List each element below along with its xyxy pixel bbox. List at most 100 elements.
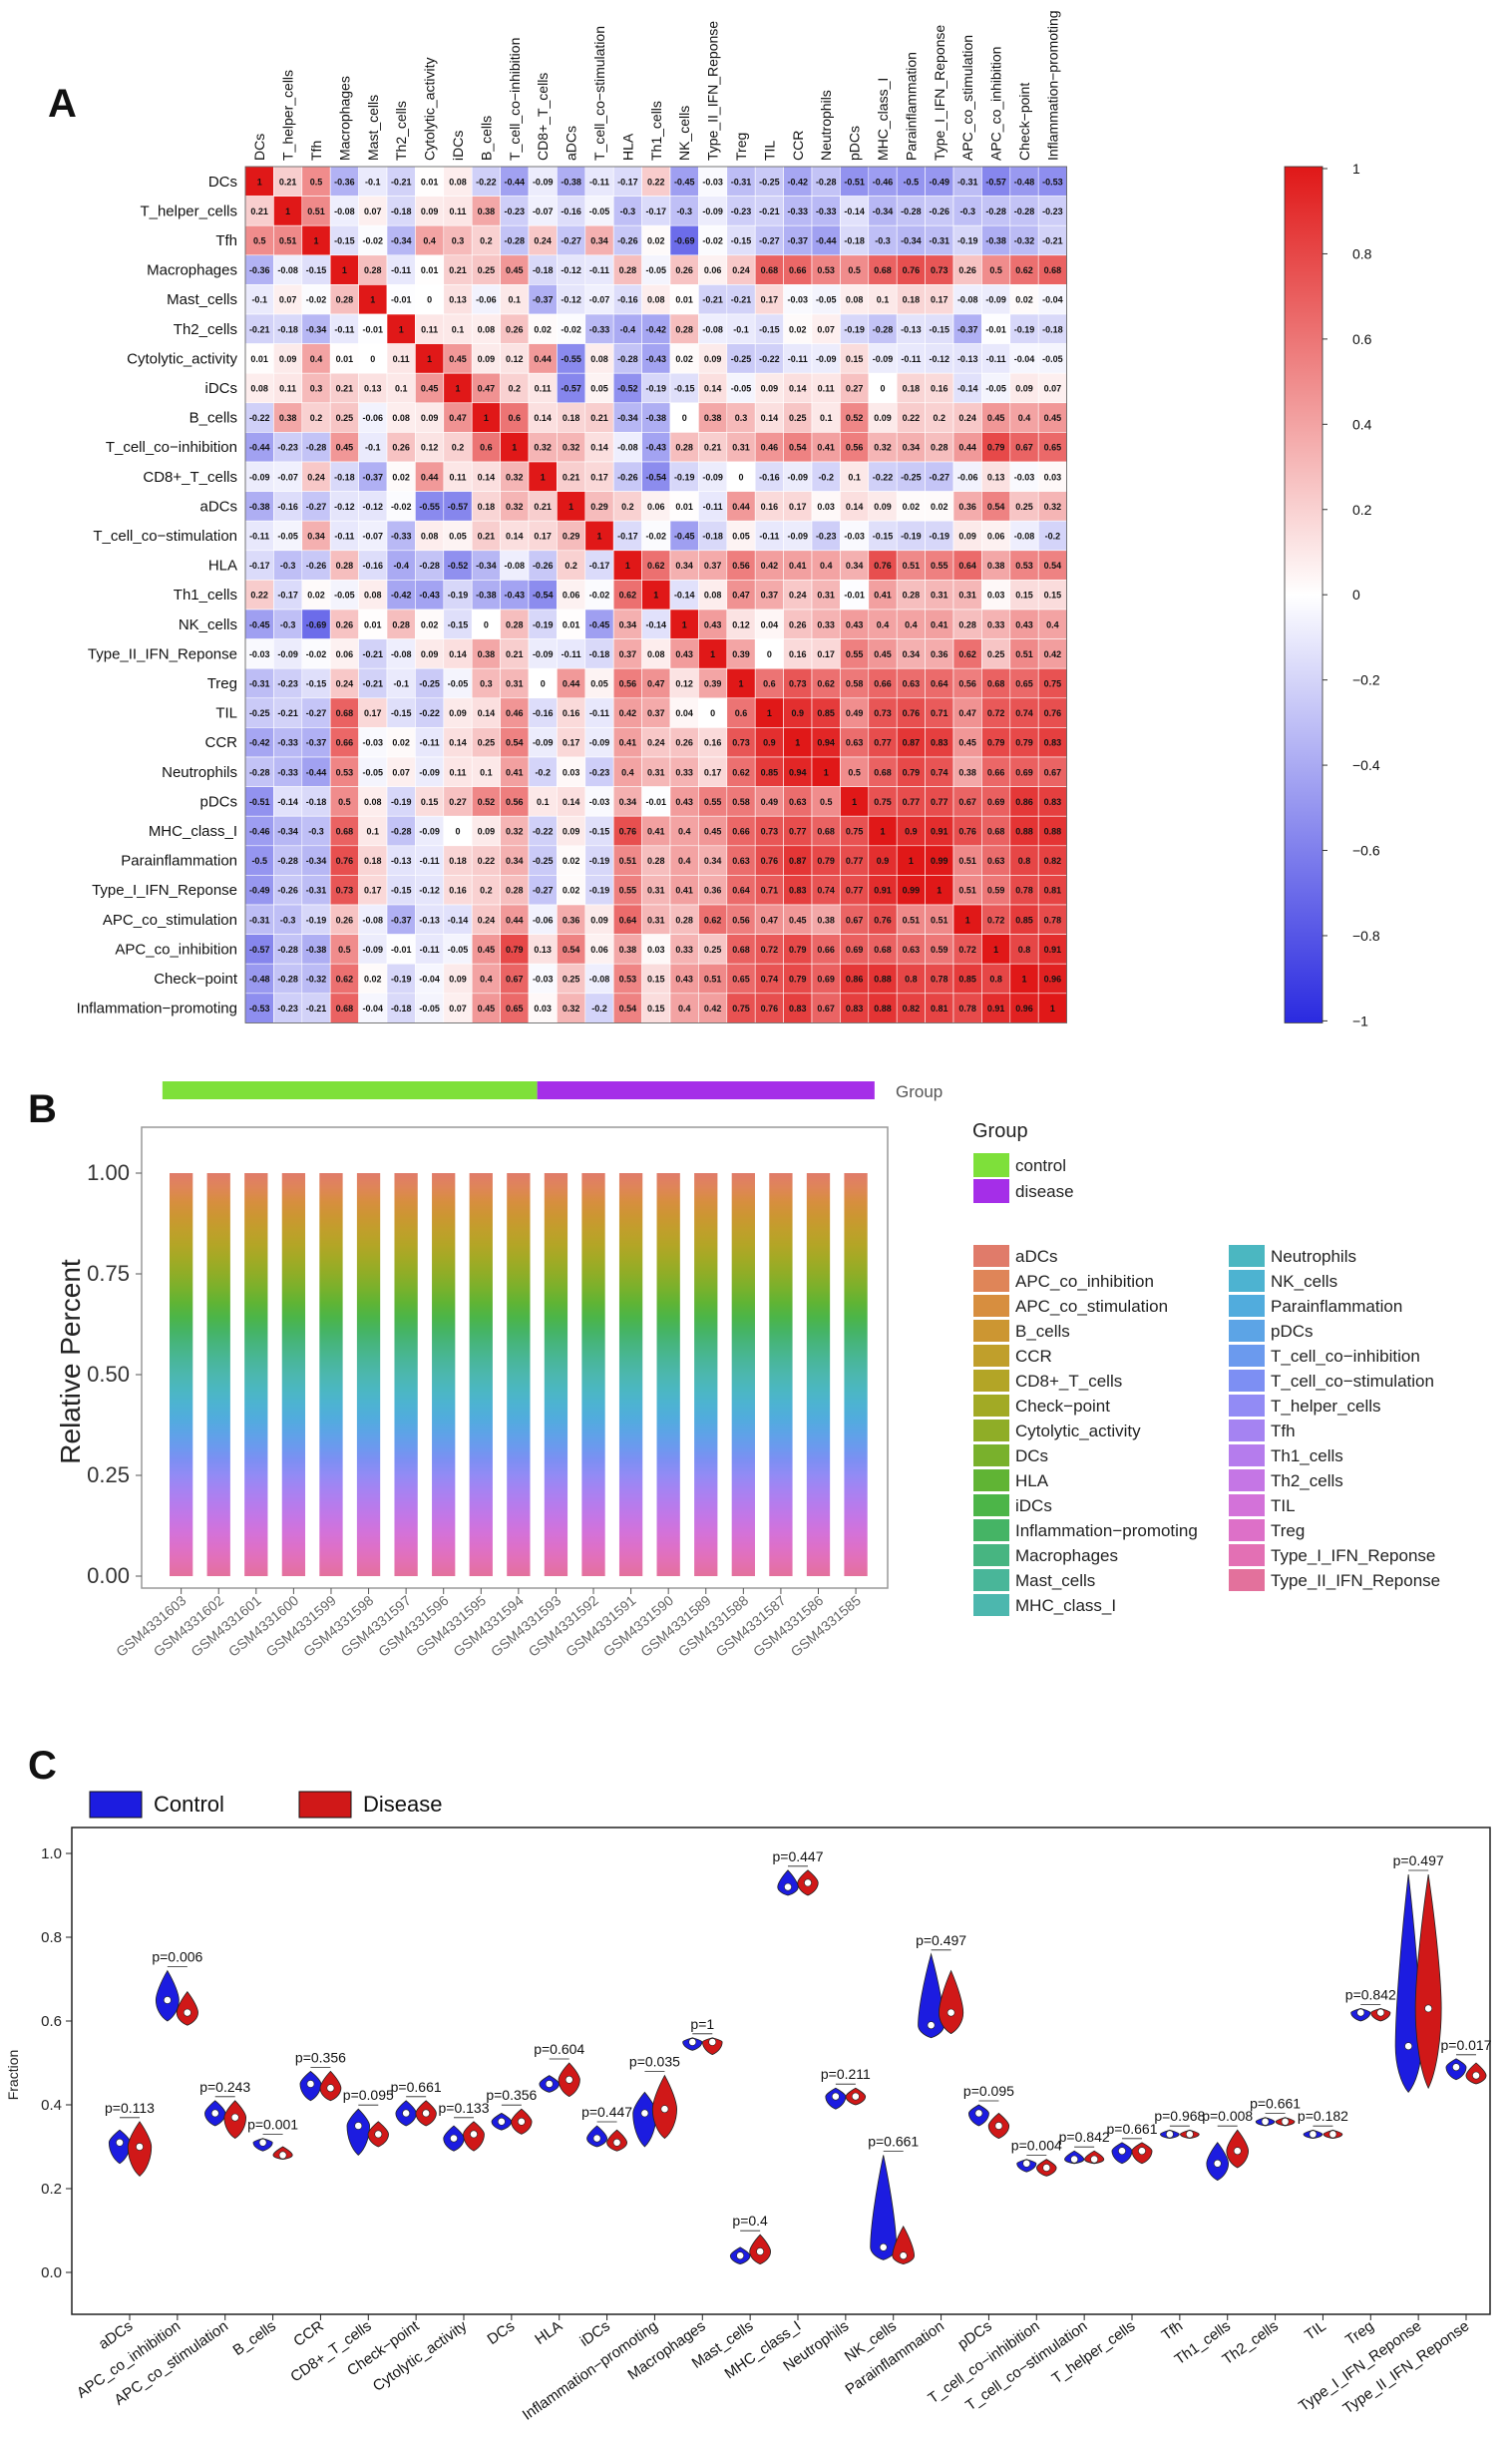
- heatmap-cell: [443, 491, 473, 522]
- heatmap-cell-label: 0.73: [789, 679, 807, 689]
- heatmap-cell-label: -0.09: [788, 472, 809, 482]
- heatmap-cell-label: 0.47: [449, 413, 467, 423]
- heatmap-col-label: Treg: [733, 133, 749, 161]
- heatmap-cell: [386, 254, 416, 285]
- heatmap-cell-label: -0.09: [533, 649, 554, 659]
- heatmap-cell: [358, 402, 388, 433]
- violin-shape: [155, 1969, 180, 2022]
- heatmap-cell-label: 0.02: [675, 354, 693, 364]
- heatmap-cell: [471, 520, 501, 552]
- heatmap-cell: [528, 432, 558, 463]
- heatmap-cell: [726, 461, 756, 492]
- heatmap-cell-label: -0.05: [448, 679, 469, 689]
- violin-median-dot: [612, 2138, 621, 2147]
- stacked-bar: [694, 1173, 718, 1576]
- violin-median-dot: [660, 2105, 669, 2114]
- heatmap-cell: [783, 609, 813, 639]
- celltype-legend-swatch: [1229, 1295, 1265, 1317]
- heatmap-cell-label: -0.18: [533, 265, 554, 275]
- pvalue-label: p=0.604: [534, 2041, 584, 2057]
- group-legend-swatch: [973, 1179, 1009, 1203]
- heatmap-cell-label: 0.46: [506, 708, 524, 718]
- heatmap-cell-label: 0.22: [903, 413, 921, 423]
- violin-median-dot: [1042, 2164, 1051, 2172]
- heatmap-cell-label: 0.3: [480, 679, 493, 689]
- heatmap-cell: [557, 963, 586, 995]
- heatmap-cell: [528, 224, 558, 256]
- heatmap-cell-label: 0.54: [619, 1004, 637, 1014]
- heatmap-cell: [500, 254, 530, 285]
- heatmap-cell-label: 0.24: [958, 413, 976, 423]
- heatmap-cell: [981, 284, 1011, 315]
- heatmap-cell: [443, 550, 473, 581]
- violin-median-dot: [116, 2138, 124, 2147]
- heatmap-cell-label: -0.3: [280, 915, 296, 925]
- heatmap-cell-label: -0.02: [363, 236, 384, 246]
- heatmap-cell: [471, 491, 501, 522]
- heatmap-col-label: HLA: [619, 133, 635, 161]
- heatmap-cell: [612, 815, 642, 847]
- heatmap-cell: [698, 196, 728, 226]
- heatmap-cell-label: -0.06: [957, 472, 978, 482]
- heatmap-cell-label: 0.8: [1018, 945, 1031, 955]
- heatmap-cell-label: 0.26: [789, 619, 807, 629]
- heatmap-cell: [612, 727, 642, 758]
- heatmap-cell-label: 1: [370, 295, 375, 305]
- heatmap-cell: [471, 284, 501, 315]
- heatmap-cell-label: -0.05: [731, 384, 752, 394]
- heatmap-cell-label: 0.41: [619, 738, 637, 748]
- heatmap-cell-label: 0.75: [1044, 679, 1062, 689]
- heatmap-cell-label: 0.34: [903, 649, 921, 659]
- heatmap-cell-label: -0.03: [363, 738, 384, 748]
- heatmap-cell-label: 0.21: [563, 472, 580, 482]
- heatmap-cell-label: -0.16: [561, 206, 581, 216]
- heatmap-cell-label: 0.51: [279, 236, 297, 246]
- violin-median-dot: [1233, 2147, 1242, 2156]
- heatmap-cell-label: 0.62: [704, 915, 722, 925]
- heatmap-cell: [754, 667, 784, 699]
- group-legend-title: Group: [972, 1120, 1028, 1142]
- stacked-bar: [432, 1173, 456, 1576]
- celltype-legend-swatch: [1229, 1395, 1265, 1417]
- heatmap-cell-label: 0.13: [534, 945, 552, 955]
- celltype-legend-label: TIL: [1271, 1496, 1296, 1515]
- heatmap-cell-label: 0.6: [735, 708, 748, 718]
- heatmap-cell-label: -0.17: [617, 177, 638, 187]
- heatmap-cell-label: -0.11: [589, 177, 609, 187]
- heatmap-cell: [783, 284, 813, 315]
- heatmap-cell-label: 0.28: [619, 265, 637, 275]
- heatmap-cell-label: 0.24: [534, 236, 552, 246]
- violin-median-dot: [497, 2117, 506, 2126]
- heatmap-cell-label: -0.19: [306, 915, 327, 925]
- heatmap-cell: [329, 550, 359, 581]
- heatmap-cell: [868, 934, 898, 965]
- heatmap-cell-label: -0.03: [702, 177, 723, 187]
- violin-median-dot: [210, 2109, 219, 2118]
- heatmap-cell-label: 0.77: [931, 797, 948, 807]
- heatmap-cell-label: 0.42: [704, 1004, 722, 1014]
- y-tick-label: 0.50: [87, 1362, 130, 1387]
- heatmap-cell-label: -0.14: [957, 384, 978, 394]
- heatmap-cell-label: -0.25: [419, 679, 440, 689]
- heatmap-cell: [811, 461, 841, 492]
- heatmap-cell-label: 0.09: [874, 502, 892, 512]
- heatmap-cell-label: 0.1: [537, 797, 550, 807]
- violin-median-dot: [1185, 2130, 1194, 2139]
- heatmap-cell-label: 0.14: [478, 708, 496, 718]
- heatmap-cell-label: -0.09: [277, 649, 298, 659]
- heatmap-cell-label: -0.11: [589, 708, 609, 718]
- heatmap-cell: [641, 963, 671, 995]
- heatmap-cell-label: 0.02: [307, 591, 325, 601]
- heatmap-cell-label: 0.08: [846, 295, 864, 305]
- violin-median-dot: [545, 2080, 554, 2088]
- heatmap-cell: [329, 520, 359, 552]
- violin-median-dot: [927, 2021, 936, 2030]
- heatmap-cell-label: 0.09: [421, 206, 439, 216]
- heatmap-cell-label: -0.05: [985, 384, 1006, 394]
- heatmap-cell-label: -0.51: [844, 177, 865, 187]
- violin-median-dot: [1213, 2159, 1222, 2168]
- heatmap-cell-label: -0.57: [249, 945, 270, 955]
- heatmap-cell: [754, 786, 784, 817]
- heatmap-cell: [443, 313, 473, 344]
- heatmap-cell-label: -0.11: [334, 324, 354, 334]
